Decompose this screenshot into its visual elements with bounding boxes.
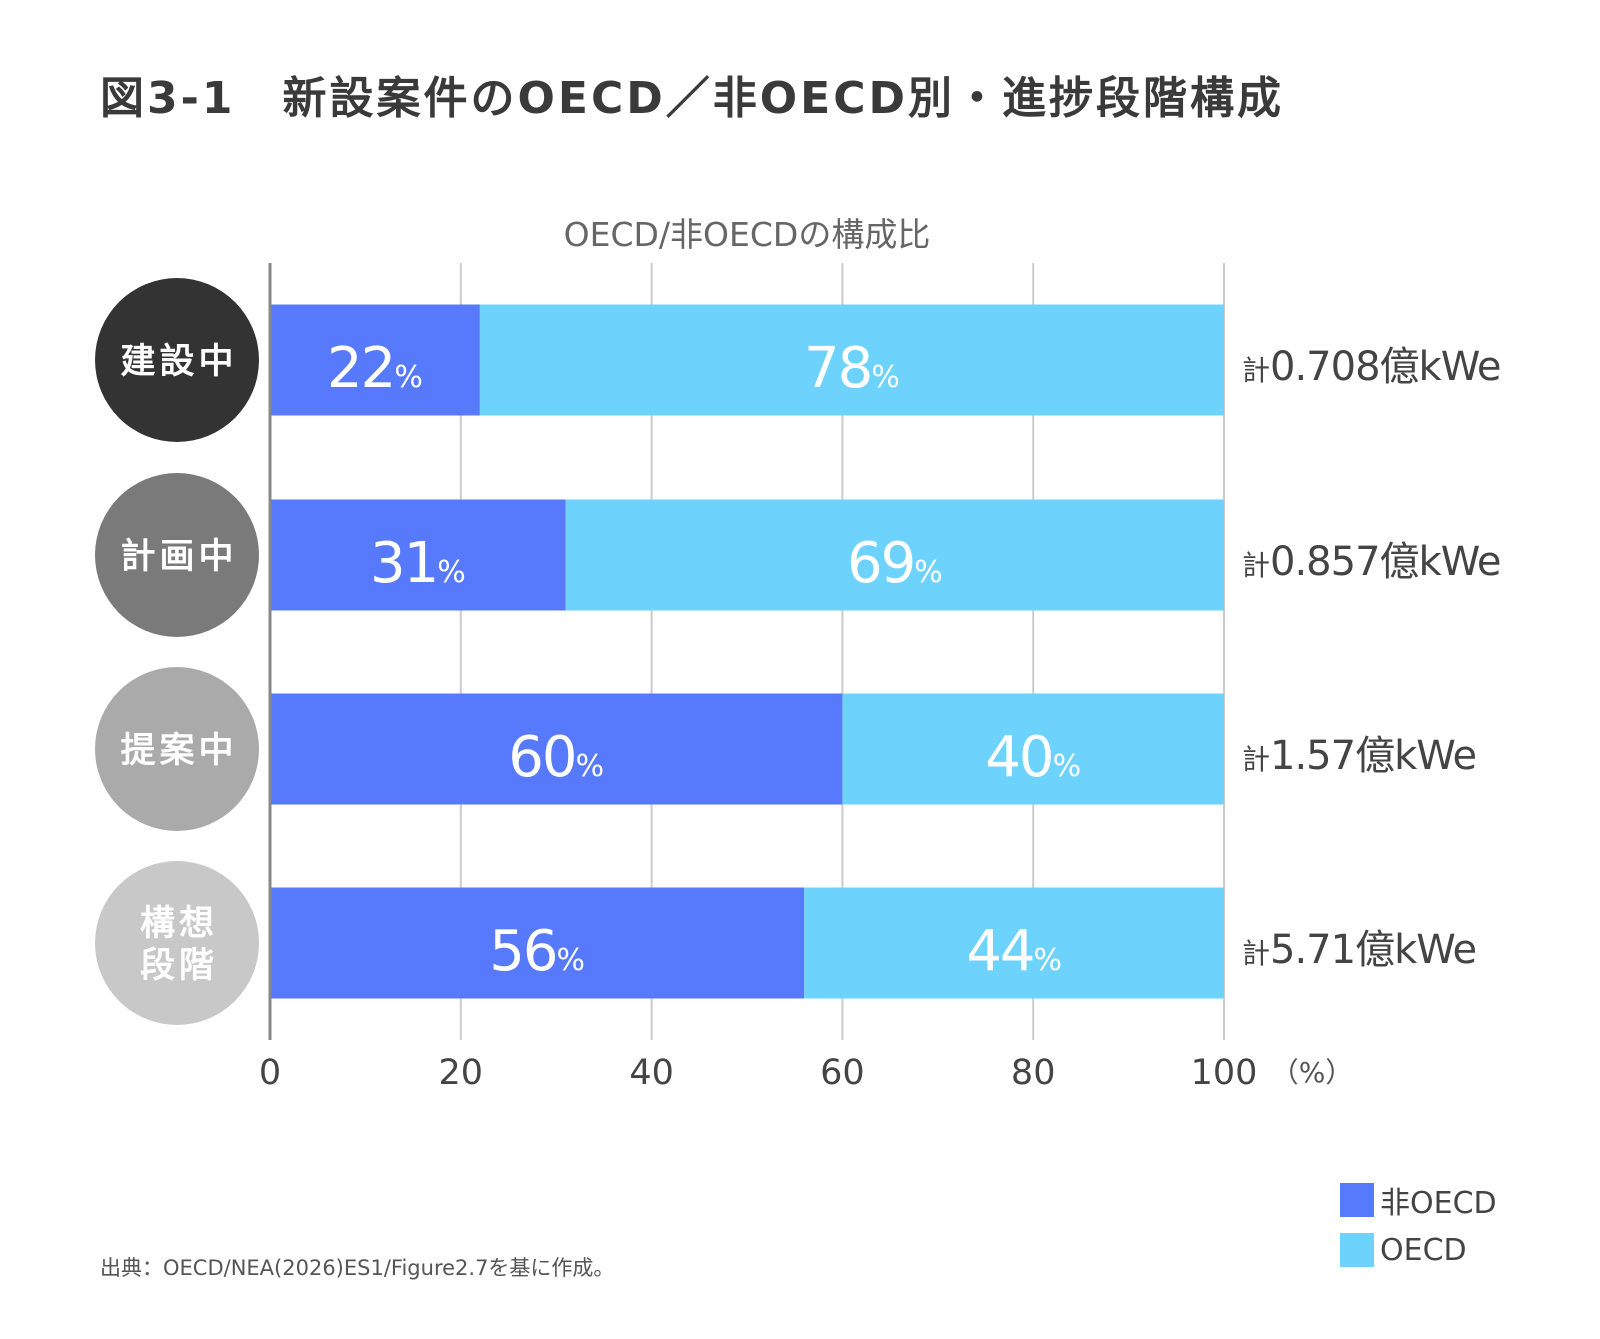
data-label-non-oecd-1: 22%	[327, 336, 423, 401]
x-tick-label-20: 20	[439, 1053, 484, 1093]
data-label-oecd-4: 44%	[966, 919, 1062, 984]
data-label-non-oecd-2: 31%	[370, 531, 466, 596]
stage-circle-2	[95, 473, 259, 637]
legend: 非OECD OECD	[1340, 1180, 1497, 1280]
x-tick-label-80: 80	[1011, 1053, 1056, 1093]
x-tick-label-0: 0	[259, 1053, 281, 1093]
legend-swatch-non-oecd	[1340, 1183, 1374, 1217]
x-tick-label-40: 40	[629, 1053, 674, 1093]
legend-item-non-oecd: 非OECD	[1340, 1180, 1497, 1221]
stage-label-1: 建設中	[120, 342, 237, 382]
legend-label-non-oecd: 非OECD	[1380, 1186, 1497, 1221]
bar-non-oecd-3	[270, 693, 843, 805]
legend-label-oecd: OECD	[1380, 1232, 1467, 1268]
total-label-3: 計1.57億kWe	[1242, 733, 1476, 779]
source-note: 出典：OECD/NEA(2026)ES1/Figure2.7を基に作成。	[100, 1256, 615, 1280]
bar-oecd-1	[479, 304, 1224, 416]
bar-non-oecd-2	[270, 499, 566, 611]
total-label-1: 計0.708億kWe	[1242, 344, 1501, 390]
legend-swatch-oecd	[1340, 1233, 1374, 1267]
stage-label-2: 計画中	[120, 537, 237, 577]
stage-label-3: 提案中	[120, 731, 237, 771]
data-label-oecd-1: 78%	[804, 336, 900, 401]
stage-circle-3	[95, 667, 259, 831]
stage-label-4-line-1: 構想	[140, 904, 218, 944]
bar-oecd-4	[804, 887, 1224, 999]
data-label-oecd-2: 69%	[847, 531, 943, 596]
bar-non-oecd-1	[270, 304, 480, 416]
x-tick-label-60: 60	[820, 1053, 865, 1093]
total-label-2: 計0.857億kWe	[1242, 539, 1501, 585]
x-tick-label-100: 100	[1191, 1053, 1258, 1093]
bar-oecd-2	[565, 499, 1224, 611]
total-label-4: 計5.71億kWe	[1242, 927, 1476, 973]
chart-axis-title: OECD/非OECDの構成比	[564, 215, 931, 254]
bar-oecd-3	[842, 693, 1224, 805]
data-label-non-oecd-4: 56%	[489, 919, 585, 984]
page-title: 図3-1 新設案件のOECD／非OECD別・進捗段階構成	[100, 73, 1285, 124]
x-axis-unit: （%）	[1271, 1056, 1354, 1089]
data-label-oecd-3: 40%	[985, 725, 1081, 790]
legend-item-oecd: OECD	[1340, 1230, 1497, 1270]
data-label-non-oecd-3: 60%	[508, 725, 604, 790]
stage-label-4-line-2: 段階	[140, 945, 218, 986]
bar-non-oecd-4	[270, 887, 805, 999]
stage-circle-4	[95, 861, 259, 1025]
stage-circle-1	[95, 278, 259, 442]
